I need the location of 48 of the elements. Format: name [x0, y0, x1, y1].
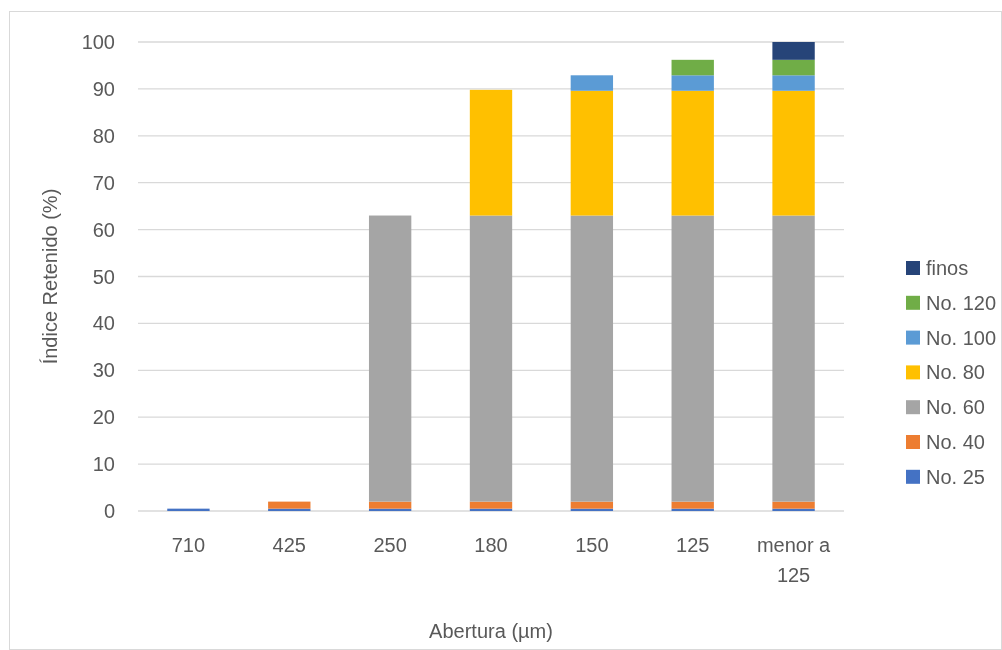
bar — [570, 215, 614, 502]
x-tick-label: 150 — [575, 534, 609, 556]
x-tick-label: 425 — [272, 534, 306, 556]
legend-label: No. 40 — [926, 431, 985, 453]
legend-label: No. 120 — [926, 291, 997, 314]
bar — [268, 501, 311, 509]
bar — [772, 59, 815, 76]
y-tick-label: 50 — [92, 265, 115, 288]
y-tick-label: 90 — [92, 77, 115, 100]
bar — [469, 501, 513, 509]
legend-label: No. 60 — [926, 396, 985, 419]
bar — [469, 89, 513, 216]
x-tick-label: 710 — [171, 534, 206, 556]
bar — [570, 75, 614, 91]
bar — [772, 90, 815, 216]
bar — [671, 75, 714, 91]
legend-label: No. 80 — [926, 361, 985, 384]
bar — [570, 501, 614, 509]
bar — [469, 215, 513, 502]
y-tick-label: 80 — [92, 124, 115, 147]
bar — [671, 501, 714, 509]
bar — [671, 59, 714, 76]
legend-label: No. 100 — [926, 326, 997, 349]
bar — [772, 75, 815, 91]
bar — [368, 501, 412, 509]
bar — [772, 42, 815, 60]
x-tick-label: 250 — [373, 534, 407, 556]
bar — [570, 90, 614, 216]
y-tick-label: 0 — [103, 500, 115, 522]
y-tick-label: 100 — [81, 31, 115, 53]
x-axis-title: Abertura (µm) — [429, 620, 553, 642]
y-axis-title: Índice Retenido (%) — [39, 188, 61, 365]
bar — [772, 501, 815, 509]
bar — [671, 215, 714, 502]
bar — [772, 215, 815, 502]
legend-label: No. 25 — [926, 465, 985, 488]
x-tick-label: menor a 125 — [756, 534, 832, 586]
x-tick-label: 125 — [676, 534, 710, 556]
y-tick-label: 20 — [92, 406, 115, 429]
y-tick-label: 40 — [92, 312, 115, 335]
legend-label: finos — [926, 257, 969, 279]
y-tick-label: 30 — [92, 359, 115, 382]
y-tick-label: 70 — [92, 171, 115, 194]
bar — [671, 90, 714, 216]
y-tick-label: 10 — [92, 453, 115, 476]
y-tick-label: 60 — [92, 218, 115, 241]
x-tick-label: 180 — [474, 534, 508, 556]
bar — [368, 215, 412, 502]
